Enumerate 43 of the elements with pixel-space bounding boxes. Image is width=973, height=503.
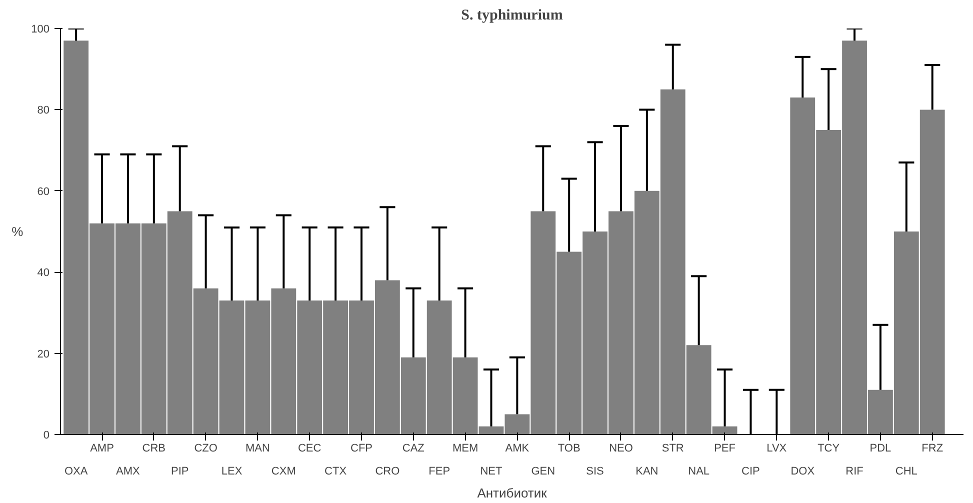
x-tick-label: NEO <box>609 442 634 454</box>
x-tick-label: CXM <box>271 466 296 478</box>
x-tick-label: MAN <box>245 442 270 454</box>
x-tick-label: FRZ <box>922 442 944 454</box>
x-tick-label: AMX <box>116 466 141 478</box>
x-tick-label: LEX <box>221 466 243 478</box>
x-tick-label: CFP <box>350 442 372 454</box>
y-tick-label: 100 <box>31 24 50 36</box>
x-tick-label: AMP <box>90 442 114 454</box>
x-tick-label: PEF <box>714 442 736 454</box>
x-tick-label: LVX <box>766 442 788 454</box>
x-tick-label: KAN <box>636 466 658 478</box>
x-tick-label: PIP <box>170 466 189 478</box>
x-tick-label: DOX <box>790 466 816 478</box>
x-tick-label: CEC <box>298 442 322 454</box>
x-tick-label: PDL <box>870 442 892 454</box>
x-tick-label: NAL <box>688 466 710 478</box>
x-tick-label: CIP <box>742 466 760 478</box>
y-axis-title: % <box>12 224 24 239</box>
x-tick-label: CHL <box>895 466 918 478</box>
x-tick-label: NET <box>480 466 503 478</box>
x-tick-label: STR <box>662 442 684 454</box>
x-tick-label: AMK <box>505 442 530 454</box>
y-tick-label: 0 <box>43 430 50 442</box>
y-tick-label: 80 <box>37 104 50 117</box>
x-tick-label: RIF <box>846 466 864 478</box>
x-tick-label: FEP <box>428 466 450 478</box>
x-tick-label: GEN <box>531 466 556 478</box>
chart-title: S. typhimurium <box>461 8 564 24</box>
x-tick-label: CAZ <box>402 442 425 454</box>
x-tick-label: MEM <box>452 442 478 454</box>
x-tick-label: SIS <box>586 466 604 478</box>
y-tick-label: 20 <box>37 348 50 360</box>
x-tick-label: CRO <box>375 466 400 478</box>
x-tick-label: TOB <box>558 442 580 454</box>
x-tick-label: CRB <box>142 442 166 454</box>
y-tick-label: 40 <box>37 267 50 280</box>
x-tick-label: CZO <box>194 442 218 454</box>
x-tick-label: CTX <box>324 466 348 478</box>
x-tick-label: TCY <box>818 442 840 454</box>
y-tick-label: 60 <box>37 186 50 198</box>
x-tick-label: OXA <box>64 466 88 478</box>
x-axis-title: Антибиотик <box>477 486 548 500</box>
